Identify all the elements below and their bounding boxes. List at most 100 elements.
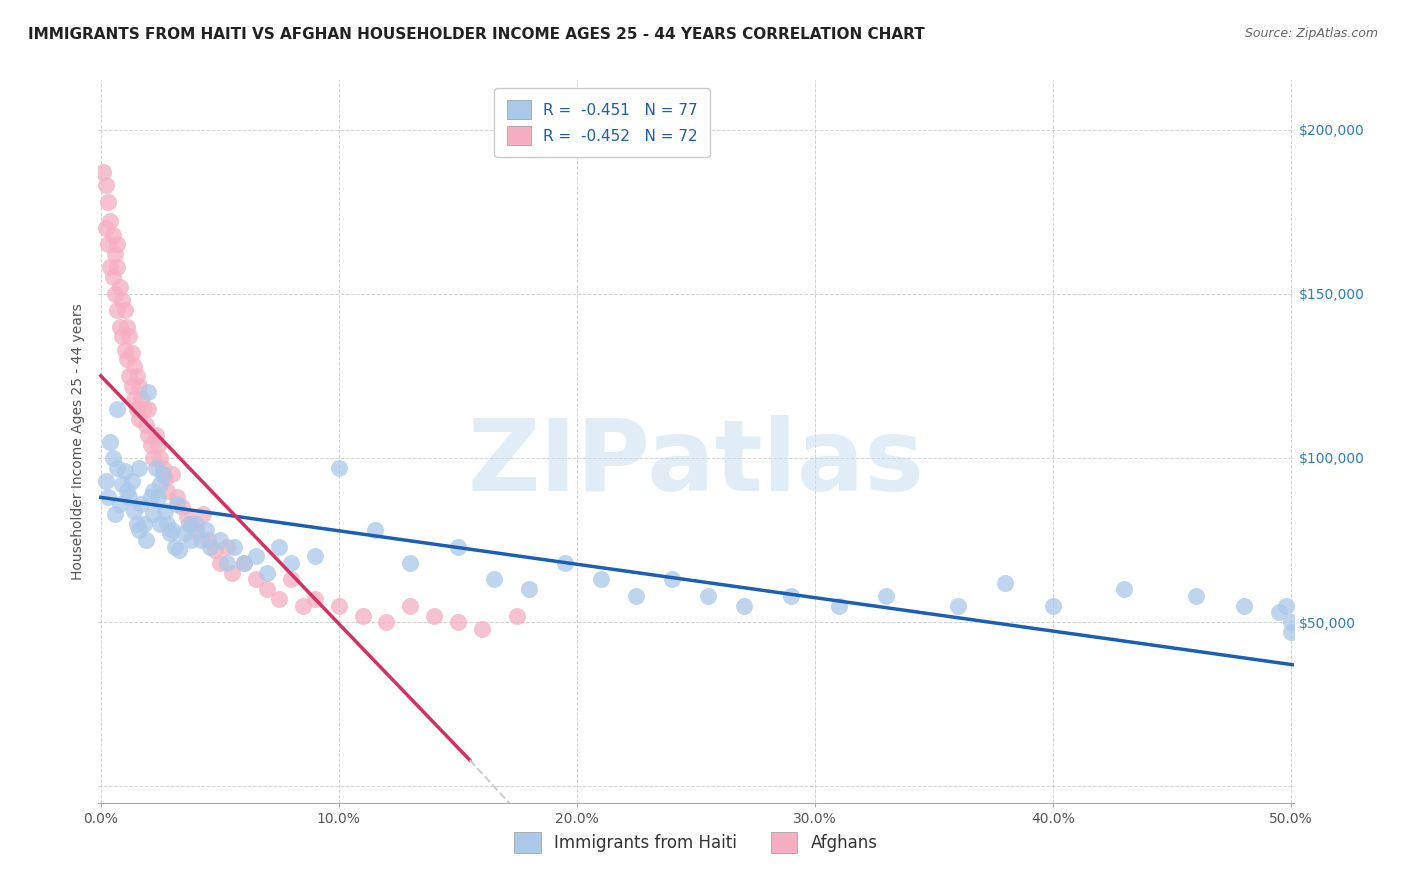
Point bbox=[142, 450, 165, 465]
Point bbox=[292, 599, 315, 613]
Point bbox=[696, 589, 718, 603]
Y-axis label: Householder Income Ages 25 - 44 years: Householder Income Ages 25 - 44 years bbox=[70, 303, 84, 580]
Point bbox=[304, 592, 326, 607]
Point bbox=[1232, 599, 1254, 613]
Text: Source: ZipAtlas.com: Source: ZipAtlas.com bbox=[1244, 27, 1378, 40]
Point bbox=[232, 556, 254, 570]
Point bbox=[97, 194, 120, 209]
Point bbox=[661, 573, 683, 587]
Point bbox=[828, 599, 851, 613]
Point bbox=[190, 533, 212, 547]
Point bbox=[280, 556, 302, 570]
Point bbox=[97, 491, 120, 505]
Point bbox=[104, 507, 127, 521]
Point bbox=[146, 491, 169, 505]
Point bbox=[118, 329, 141, 343]
Point bbox=[304, 549, 326, 564]
Point bbox=[114, 343, 136, 357]
Point bbox=[98, 434, 121, 449]
Point bbox=[245, 573, 267, 587]
Point bbox=[128, 378, 150, 392]
Text: IMMIGRANTS FROM HAITI VS AFGHAN HOUSEHOLDER INCOME AGES 25 - 44 YEARS CORRELATIO: IMMIGRANTS FROM HAITI VS AFGHAN HOUSEHOL… bbox=[28, 27, 925, 42]
Point bbox=[269, 592, 291, 607]
Point bbox=[122, 503, 145, 517]
Point bbox=[170, 500, 193, 515]
Point bbox=[1279, 625, 1302, 640]
Point bbox=[111, 329, 134, 343]
Point bbox=[328, 599, 350, 613]
Point bbox=[146, 438, 169, 452]
Point bbox=[98, 260, 121, 275]
Point bbox=[101, 227, 124, 242]
Point bbox=[256, 566, 278, 580]
Text: ZIPatlas: ZIPatlas bbox=[468, 415, 924, 512]
Point bbox=[177, 516, 200, 531]
Point bbox=[153, 503, 176, 517]
Point bbox=[132, 516, 155, 531]
Point bbox=[149, 477, 172, 491]
Point bbox=[97, 237, 120, 252]
Point bbox=[232, 556, 254, 570]
Point bbox=[875, 589, 897, 603]
Point bbox=[780, 589, 803, 603]
Point bbox=[152, 467, 174, 482]
Point bbox=[153, 471, 176, 485]
Point bbox=[280, 573, 302, 587]
Point bbox=[107, 237, 129, 252]
Point bbox=[121, 474, 143, 488]
Point bbox=[145, 428, 167, 442]
Point bbox=[107, 401, 129, 416]
Point bbox=[138, 385, 160, 400]
Point bbox=[135, 418, 157, 433]
Point bbox=[423, 608, 446, 623]
Point bbox=[138, 428, 160, 442]
Point bbox=[328, 460, 350, 475]
Point bbox=[224, 540, 246, 554]
Point bbox=[142, 507, 165, 521]
Legend: Immigrants from Haiti, Afghans: Immigrants from Haiti, Afghans bbox=[508, 826, 884, 860]
Point bbox=[1185, 589, 1208, 603]
Point bbox=[118, 491, 141, 505]
Point bbox=[375, 615, 398, 630]
Point bbox=[125, 516, 148, 531]
Point bbox=[108, 280, 131, 294]
Point bbox=[176, 510, 198, 524]
Point bbox=[180, 533, 202, 547]
Point bbox=[115, 352, 138, 367]
Point bbox=[94, 221, 117, 235]
Point bbox=[173, 526, 195, 541]
Point bbox=[122, 359, 145, 373]
Point bbox=[142, 483, 165, 498]
Point bbox=[107, 303, 129, 318]
Point bbox=[1279, 615, 1302, 630]
Point bbox=[197, 533, 219, 547]
Point bbox=[589, 573, 612, 587]
Point bbox=[115, 483, 138, 498]
Point bbox=[352, 608, 374, 623]
Point bbox=[180, 516, 202, 531]
Point bbox=[128, 523, 150, 537]
Point bbox=[554, 556, 576, 570]
Point bbox=[128, 460, 150, 475]
Point bbox=[1042, 599, 1064, 613]
Point bbox=[129, 497, 152, 511]
Point bbox=[517, 582, 540, 597]
Point bbox=[156, 516, 179, 531]
Point bbox=[108, 319, 131, 334]
Point bbox=[145, 460, 167, 475]
Point bbox=[204, 542, 226, 557]
Point bbox=[200, 540, 222, 554]
Point bbox=[169, 542, 191, 557]
Point bbox=[152, 460, 174, 475]
Point bbox=[159, 526, 181, 541]
Point bbox=[114, 464, 136, 478]
Point bbox=[194, 523, 217, 537]
Point bbox=[184, 523, 207, 537]
Point bbox=[104, 247, 127, 261]
Point bbox=[139, 438, 162, 452]
Point bbox=[399, 556, 422, 570]
Point bbox=[245, 549, 267, 564]
Point bbox=[118, 368, 141, 383]
Point bbox=[269, 540, 291, 554]
Point bbox=[121, 346, 143, 360]
